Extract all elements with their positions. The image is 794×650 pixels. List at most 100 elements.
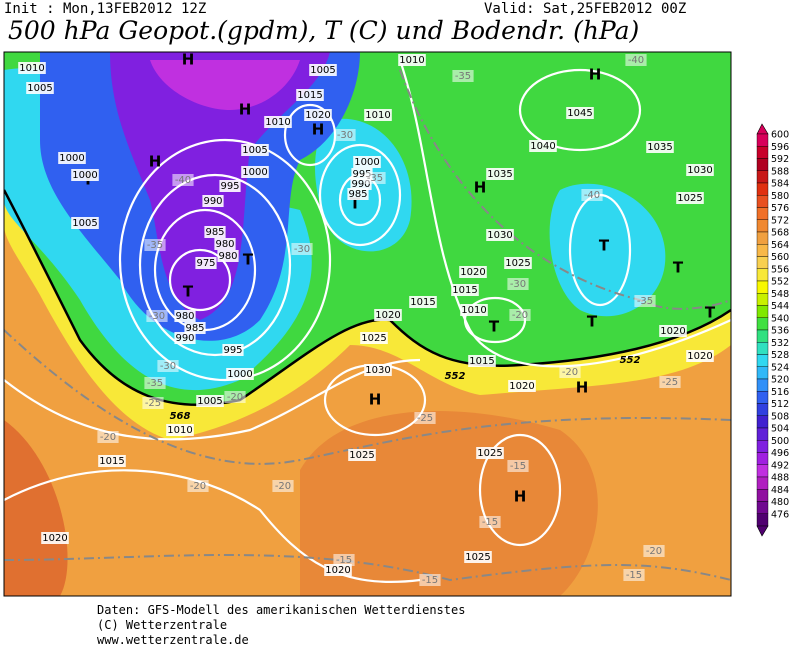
legend-label: 516 (771, 387, 789, 398)
temperature-label: -40 (584, 190, 600, 201)
label-box (623, 569, 645, 581)
pressure-center: H (182, 51, 195, 69)
label-box (241, 144, 269, 156)
map-labels: HHHHHHHHHTTTTTTTTT1010100510101005101510… (18, 51, 716, 586)
legend-swatch (756, 427, 769, 441)
temperature-label: -20 (562, 367, 578, 378)
label-box (41, 532, 69, 544)
legend-label: 496 (771, 448, 789, 459)
label-box (686, 350, 714, 362)
legend-label: 548 (771, 289, 789, 300)
legend-swatch (756, 256, 769, 269)
isobar-label: 1030 (487, 230, 512, 241)
isobar-label: 1020 (687, 351, 712, 362)
label-box (217, 250, 239, 262)
label-box (374, 309, 402, 321)
label-box (364, 109, 392, 121)
temperature-label: -30 (510, 279, 526, 290)
isobar-label: 1030 (687, 165, 712, 176)
pressure-center: T (673, 259, 684, 277)
label-box (347, 188, 369, 200)
label-box (414, 412, 436, 424)
label-box (659, 376, 681, 388)
label-box (241, 166, 269, 178)
isobar-label: 1015 (99, 456, 124, 467)
label-box (659, 325, 687, 337)
pressure-center: H (239, 101, 252, 119)
legend-swatch (756, 513, 769, 527)
temperature-label: -20 (190, 481, 206, 492)
legend-swatch (756, 195, 769, 208)
label-box (509, 309, 531, 321)
label-box (364, 172, 386, 184)
temperature-label: -15 (336, 555, 352, 566)
isobar-label: 1040 (530, 141, 555, 152)
label-box (222, 344, 244, 356)
temperature-label: -35 (367, 173, 383, 184)
isobar-label: 995 (223, 345, 242, 356)
label-box (468, 355, 496, 367)
label-box (486, 168, 514, 180)
isobar-label: 1015 (452, 285, 477, 296)
isobar-label: 975 (196, 258, 215, 269)
temperature-label: -40 (628, 55, 644, 66)
label-box (476, 447, 504, 459)
isobar-label: 1005 (27, 83, 52, 94)
legend-swatch (756, 501, 769, 514)
isobar-label: 1005 (72, 218, 97, 229)
isobar-label: 1000 (354, 157, 379, 168)
label-box (452, 70, 474, 82)
legend-label: 480 (771, 497, 789, 508)
label-box (464, 551, 492, 563)
isobar-label: 990 (175, 333, 194, 344)
legend-label: 560 (771, 252, 789, 263)
label-box (504, 257, 532, 269)
footer-line: Daten: GFS-Modell des amerikanischen Wet… (97, 603, 465, 617)
legend-label: 596 (771, 142, 789, 153)
temperature-label: -35 (637, 296, 653, 307)
label-box (566, 107, 594, 119)
legend-swatch (756, 415, 769, 429)
label-box (226, 368, 254, 380)
map-field (4, 52, 731, 596)
legend-label: 488 (771, 473, 789, 484)
legend-swatch (756, 403, 769, 416)
pressure-center: H (576, 379, 589, 397)
label-box (202, 195, 224, 207)
legend-swatch (756, 146, 769, 159)
legend-swatch (756, 452, 769, 465)
label-box (71, 217, 99, 229)
temperature-label: -30 (294, 244, 310, 255)
isobar-label: 990 (203, 196, 222, 207)
isobar-label: 1000 (72, 170, 97, 181)
isobar-label: 1000 (227, 369, 252, 380)
legend-label: 552 (771, 277, 789, 288)
isobar-label: 1030 (365, 365, 390, 376)
valid-time: Valid: Sat,25FEB2012 00Z (484, 1, 686, 17)
isobar-label: 1010 (399, 55, 424, 66)
isobar-label: 1020 (375, 310, 400, 321)
temperature-label: -25 (417, 413, 433, 424)
legend-swatch (756, 293, 769, 306)
isobar-label: 1025 (361, 333, 386, 344)
label-box (142, 397, 164, 409)
isobar-label: 985 (205, 227, 224, 238)
label-box (507, 278, 529, 290)
label-box (334, 129, 356, 141)
pressure-center: H (369, 391, 382, 409)
pressure-center: T (350, 195, 361, 213)
label-box (333, 554, 355, 566)
isobar-label: 1000 (242, 167, 267, 178)
label-box (195, 257, 217, 269)
isobar-label: 1015 (297, 90, 322, 101)
legend-swatch (756, 329, 769, 343)
label-box (272, 480, 294, 492)
label-box (157, 360, 179, 372)
label-box (71, 169, 99, 181)
map-frame (3, 51, 732, 597)
pressure-center: H (474, 179, 487, 197)
isobar-label: 1020 (42, 533, 67, 544)
label-box (360, 332, 388, 344)
label-box (166, 424, 194, 436)
